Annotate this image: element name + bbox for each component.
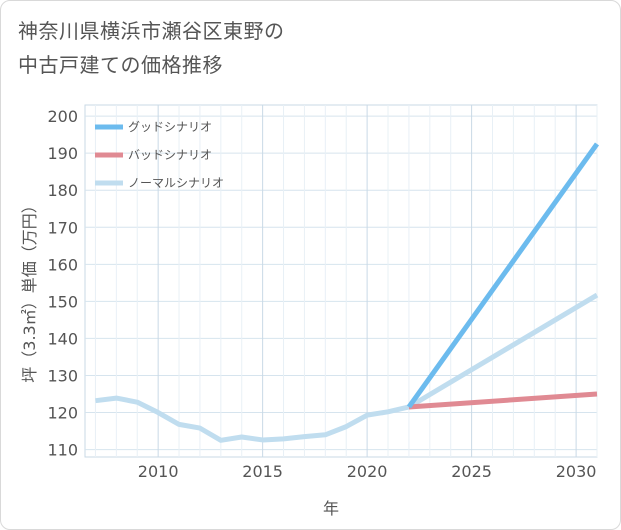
series-line-2 [95,292,599,443]
y-tick-label: 110 [47,441,78,460]
x-axis-label: 年 [323,499,339,518]
x-tick-label: 2025 [451,462,492,481]
y-tick-label: 190 [47,144,78,163]
y-tick-label: 150 [47,292,78,311]
y-tick-label: 140 [47,329,78,348]
series-lines [95,142,600,443]
tick-labels: 110 120 130 140 150 160 170 180 190 200 2010 2015 20… [47,107,596,481]
series-line-0 [406,142,600,409]
y-axis-label: 坪（3.3㎡）単価（万円） [20,197,39,382]
legend-label-0: グッドシナリオ [128,120,212,134]
chart-title-line-1: 神奈川県横浜市瀬谷区東野の [18,19,285,43]
y-tick-label: 130 [47,366,78,385]
x-tick-label: 2015 [242,462,283,481]
legend-label-2: ノーマルシナリオ [128,176,224,190]
legend-label-1: バッドシナリオ [128,148,212,162]
x-tick-label: 2010 [138,462,179,481]
y-tick-label: 170 [47,218,78,237]
x-tick-label: 2020 [347,462,388,481]
series-line-1 [408,391,598,410]
x-tick-label: 2030 [556,462,597,481]
y-tick-label: 160 [47,255,78,274]
y-tick-label: 120 [47,404,78,423]
chart-title-line-2: 中古戸建ての価格推移 [18,53,223,77]
chart-title: 神奈川県横浜市瀬谷区東野の 中古戸建ての価格推移 [18,14,578,82]
y-tick-label: 180 [47,181,78,200]
y-tick-label: 200 [47,107,78,126]
